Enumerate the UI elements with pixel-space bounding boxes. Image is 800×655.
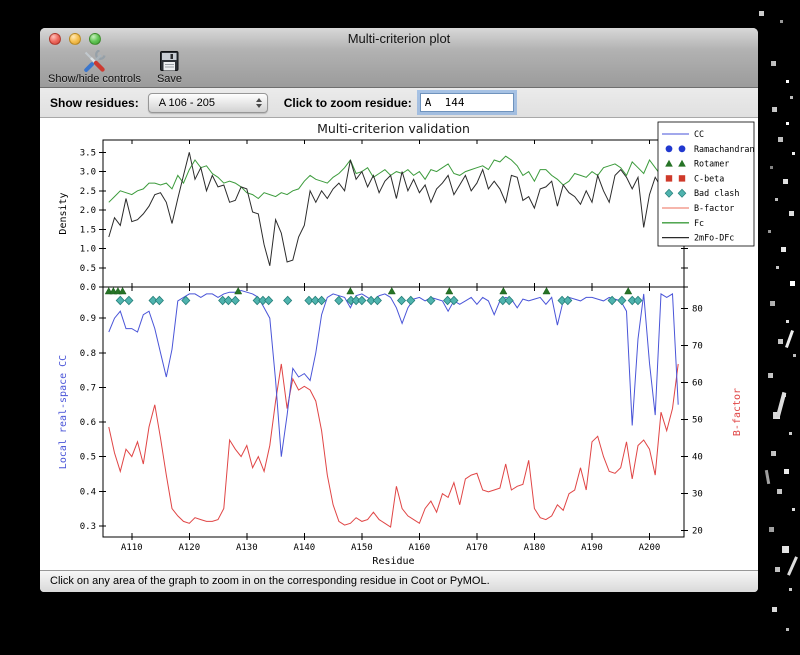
- svg-text:20: 20: [692, 527, 703, 537]
- app-window: Multi-criterion plot Show/hide controls: [40, 28, 758, 592]
- series-Fc: [108, 155, 679, 203]
- tick-marks: [99, 140, 688, 540]
- toolbar-button-label: Save: [156, 73, 183, 85]
- background-artifact-streak: [764, 469, 771, 485]
- series-B-factor: [108, 363, 679, 528]
- plot-area[interactable]: A110 A120 A130 A140 A150 A160 A170 A180 A190 A200…: [40, 118, 758, 570]
- svg-text:A170: A170: [466, 543, 488, 553]
- background-artifact-streak: [775, 391, 787, 419]
- legend-label: C-beta: [694, 173, 724, 183]
- zoom-residue-label: Click to zoom residue:: [283, 95, 412, 110]
- save-icon: [160, 51, 179, 71]
- svg-text:1.5: 1.5: [80, 225, 96, 235]
- svg-text:3.5: 3.5: [80, 148, 96, 158]
- svg-text:2.0: 2.0: [80, 206, 96, 216]
- axes: [102, 139, 685, 538]
- svg-text:30: 30: [692, 490, 703, 500]
- dropdown-stepper-icon: [255, 97, 262, 108]
- svg-text:80: 80: [692, 304, 703, 314]
- svg-text:0.0: 0.0: [80, 283, 96, 293]
- svg-text:B-factor: B-factor: [732, 388, 743, 436]
- window-titlebar[interactable]: Multi-criterion plot: [40, 28, 758, 50]
- svg-text:0.3: 0.3: [80, 522, 96, 532]
- status-bar: Click on any area of the graph to zoom i…: [40, 570, 758, 592]
- legend-label: Bad clash: [694, 188, 739, 198]
- svg-text:50: 50: [692, 416, 703, 426]
- svg-text:A130: A130: [236, 543, 258, 553]
- background-artifact-streak: [785, 330, 794, 348]
- show-hide-controls-button[interactable]: Show/hide controls: [48, 49, 141, 85]
- controls-bar: Show residues: A 106 - 205 Click to zoom…: [40, 88, 758, 118]
- svg-text:0.4: 0.4: [80, 487, 96, 497]
- legend-label: 2mFo-DFc: [694, 233, 734, 243]
- svg-text:70: 70: [692, 342, 703, 352]
- tools-icon: [84, 49, 107, 72]
- svg-text:1.0: 1.0: [80, 245, 96, 255]
- svg-text:Density: Density: [58, 192, 69, 234]
- background-artifact-streak: [787, 556, 798, 576]
- outlier-markers: [104, 287, 643, 306]
- svg-text:3.0: 3.0: [80, 168, 96, 178]
- chart-legend: CC Ramachandran Rotamer C-beta Bad clash B-fa…: [657, 121, 755, 247]
- minimize-button[interactable]: [69, 33, 81, 45]
- svg-text:0.5: 0.5: [80, 264, 96, 274]
- svg-text:A110: A110: [121, 543, 143, 553]
- legend-label: CC: [694, 129, 704, 139]
- residue-range-dropdown[interactable]: A 106 - 205: [147, 92, 268, 113]
- background-artifacts: [0, 0, 3, 3]
- svg-text:0.6: 0.6: [80, 418, 96, 428]
- toolbar-button-label: Show/hide controls: [48, 73, 141, 85]
- chart-title: Multi-criterion validation: [317, 121, 470, 136]
- svg-text:0.5: 0.5: [80, 453, 96, 463]
- svg-text:A180: A180: [524, 543, 546, 553]
- zoom-residue-input[interactable]: [419, 93, 514, 112]
- svg-text:A160: A160: [409, 543, 431, 553]
- legend-label: B-factor: [694, 203, 734, 213]
- status-text: Click on any area of the graph to zoom i…: [50, 575, 490, 587]
- svg-text:40: 40: [692, 453, 703, 463]
- series-CC: [108, 289, 679, 457]
- maximize-button[interactable]: [89, 33, 101, 45]
- legend-label: Ramachandran: [694, 144, 755, 154]
- svg-text:Local real-space CC: Local real-space CC: [58, 355, 69, 469]
- window-title: Multi-criterion plot: [347, 31, 451, 46]
- svg-text:0.9: 0.9: [80, 314, 96, 324]
- series-2mFo-DFc: [108, 152, 679, 266]
- toolbar: Show/hide controls Save: [40, 49, 758, 88]
- close-button[interactable]: [49, 33, 61, 45]
- svg-text:A150: A150: [351, 543, 373, 553]
- axis-labels: Density Local real-space CC B-factor Residu…: [58, 121, 743, 567]
- svg-text:2.5: 2.5: [80, 187, 96, 197]
- svg-text:A190: A190: [581, 543, 603, 553]
- tick-labels: A110 A120 A130 A140 A150 A160 A170 A180 A190 A200…: [80, 148, 703, 553]
- svg-text:0.8: 0.8: [80, 349, 96, 359]
- validation-chart[interactable]: A110 A120 A130 A140 A150 A160 A170 A180 A190 A200…: [40, 118, 758, 570]
- legend-label: Fc: [694, 218, 704, 228]
- traffic-lights: [49, 33, 101, 45]
- residue-range-value: A 106 - 205: [158, 96, 215, 109]
- svg-text:Residue: Residue: [372, 556, 414, 567]
- svg-text:A120: A120: [178, 543, 200, 553]
- save-button[interactable]: Save: [157, 49, 182, 85]
- legend-label: Rotamer: [694, 159, 729, 169]
- svg-text:60: 60: [692, 379, 703, 389]
- svg-text:0.7: 0.7: [80, 383, 96, 393]
- show-residues-label: Show residues:: [50, 95, 139, 110]
- svg-text:A140: A140: [293, 543, 315, 553]
- svg-text:A200: A200: [639, 543, 661, 553]
